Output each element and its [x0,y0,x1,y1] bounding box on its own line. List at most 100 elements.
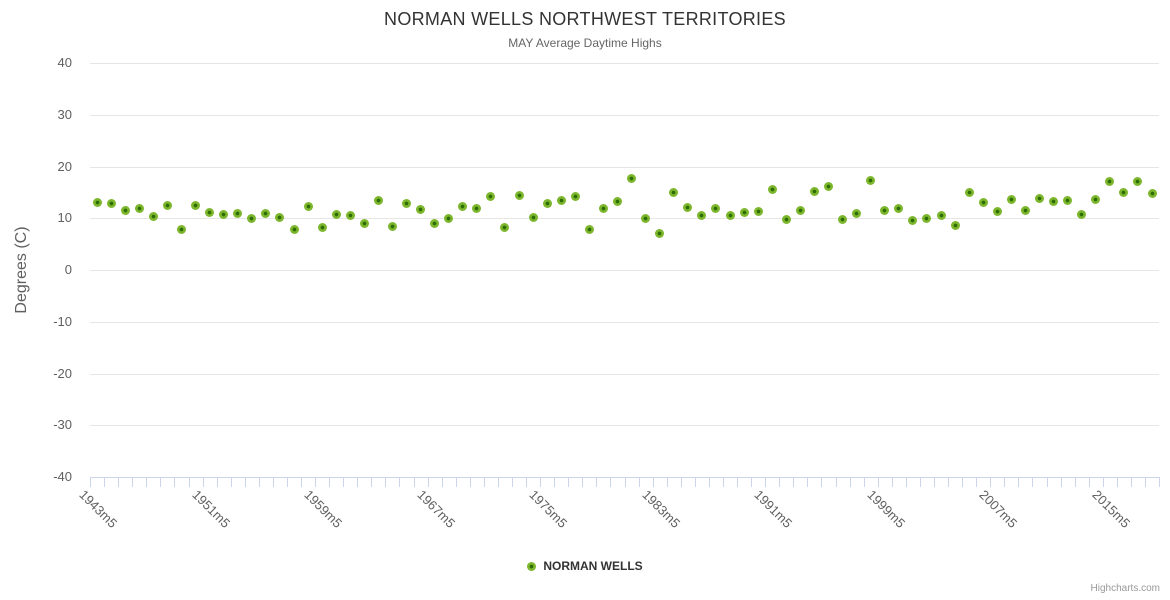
y-axis-label: -20 [53,366,72,381]
data-point[interactable] [655,228,665,238]
x-axis-tick [680,477,682,487]
data-point[interactable] [697,210,707,220]
x-axis-tick [1102,477,1104,487]
data-point[interactable] [1063,195,1073,205]
data-point[interactable] [894,204,904,214]
data-point[interactable] [134,203,144,213]
legend-marker-icon [527,561,537,571]
x-axis-tick [1159,477,1160,487]
data-point[interactable] [809,187,819,197]
x-axis-tick [174,477,176,487]
data-point[interactable] [275,213,285,223]
x-axis-tick [315,477,317,487]
data-point[interactable] [641,213,651,223]
data-point[interactable] [233,208,243,218]
data-point[interactable] [486,191,496,201]
data-point[interactable] [669,188,679,198]
x-axis-tick [582,477,584,487]
data-point[interactable] [120,206,130,215]
x-axis-label: 2015m5 [1089,487,1134,531]
data-point[interactable] [500,222,510,232]
data-point[interactable] [908,216,918,226]
data-point[interactable] [936,210,946,220]
data-point[interactable] [458,201,468,211]
data-point[interactable] [852,208,862,218]
data-point[interactable] [303,202,313,212]
data-point[interactable] [584,224,594,234]
data-point[interactable] [613,197,622,207]
data-point[interactable] [838,215,847,225]
data-point[interactable] [1020,206,1030,215]
data-point[interactable] [191,200,200,210]
data-point[interactable] [359,218,369,228]
x-axis-tick [540,477,542,487]
x-axis-tick [1046,477,1048,487]
data-point[interactable] [1049,197,1058,207]
data-point[interactable] [261,208,271,218]
data-point[interactable] [767,184,777,194]
data-point[interactable] [317,223,327,233]
data-point[interactable] [528,212,538,222]
x-axis-tick [385,477,387,487]
data-point[interactable] [444,213,454,223]
data-point[interactable] [1034,194,1044,204]
data-point[interactable] [472,204,482,214]
data-point[interactable] [753,206,763,216]
data-point[interactable] [1077,209,1087,219]
data-point[interactable] [1091,194,1101,204]
x-axis-tick [441,477,443,487]
data-point[interactable] [1006,195,1016,205]
data-point[interactable] [556,195,566,205]
data-point[interactable] [824,182,833,192]
data-point[interactable] [331,209,341,219]
data-point[interactable] [205,207,215,217]
data-point[interactable] [683,202,693,212]
data-point[interactable] [1105,177,1115,186]
data-point[interactable] [570,192,580,201]
data-point[interactable] [725,210,735,220]
data-point[interactable] [950,221,960,230]
data-point[interactable] [176,225,186,235]
data-point[interactable] [387,222,397,231]
legend-item-norman-wells[interactable]: NORMAN WELLS [0,559,1170,573]
x-axis-tick [905,477,907,487]
x-axis-tick [1088,477,1090,487]
x-axis-tick [624,477,626,487]
data-point[interactable] [922,213,932,223]
data-point[interactable] [514,191,524,200]
data-point[interactable] [795,205,805,215]
data-point[interactable] [430,218,440,228]
data-point[interactable] [1133,177,1143,186]
data-point[interactable] [373,196,383,206]
data-point[interactable] [247,213,257,223]
data-point[interactable] [542,198,552,208]
data-point[interactable] [880,206,890,215]
data-point[interactable] [978,198,988,208]
data-point[interactable] [416,205,425,214]
x-axis-label: 1951m5 [188,487,233,531]
data-point[interactable] [866,176,876,185]
data-point[interactable] [289,225,299,235]
data-point[interactable] [739,207,749,217]
data-point[interactable] [106,198,116,208]
credits-link[interactable]: Highcharts.com [1090,583,1160,594]
data-point[interactable] [92,197,102,207]
data-point[interactable] [992,207,1002,216]
x-axis-label: 1943m5 [76,487,121,531]
data-point[interactable] [711,204,721,214]
data-point[interactable] [1147,188,1157,198]
data-point[interactable] [964,188,974,198]
data-point[interactable] [781,215,791,225]
y-gridline [90,374,1159,375]
data-point[interactable] [162,201,172,211]
data-point[interactable] [1119,188,1129,198]
data-point[interactable] [148,211,158,221]
x-axis-tick [399,477,401,487]
data-point[interactable] [598,204,608,214]
x-axis-tick [497,477,499,487]
data-point[interactable] [627,173,636,183]
data-point[interactable] [345,210,355,220]
data-point[interactable] [402,198,411,208]
data-point[interactable] [219,209,229,219]
